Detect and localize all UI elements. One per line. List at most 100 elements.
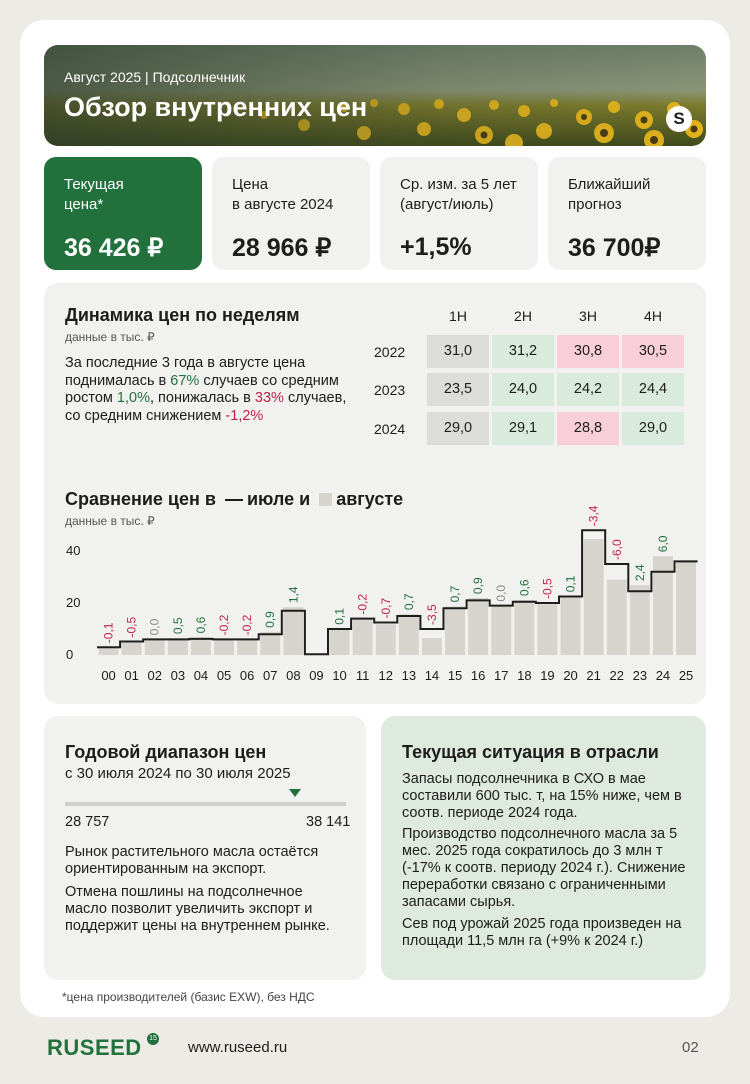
august-bar: [329, 628, 350, 655]
stat-card-five-year-change: Ср. изм. за 5 лет (август/июль) +1,5%: [380, 157, 538, 270]
august-bar: [144, 639, 165, 655]
x-tick-label: 17: [494, 668, 508, 683]
august-bar: [445, 606, 466, 655]
august-legend-box-icon: [319, 493, 333, 506]
x-tick-label: 00: [101, 668, 115, 683]
august-bar: [237, 639, 258, 655]
x-tick-label: 06: [240, 668, 254, 683]
x-tick-label: 21: [586, 668, 600, 683]
stat-card-current-price: Текущая цена* 36 426 ₽: [44, 157, 202, 270]
x-tick-label: 20: [563, 668, 577, 683]
y-tick-label: 0: [66, 647, 73, 662]
august-bar: [283, 607, 304, 655]
august-bar: [629, 585, 650, 655]
x-tick-label: 03: [171, 668, 185, 683]
x-tick-label: 08: [286, 668, 300, 683]
page-title: Обзор внутренних цен: [64, 92, 368, 122]
stat-label: Текущая цена*: [64, 176, 124, 213]
july-series-line: [97, 529, 698, 656]
x-tick-label: 18: [517, 668, 531, 683]
stat-value: 28 966 ₽: [232, 234, 332, 262]
x-tick-label: 10: [332, 668, 346, 683]
change-data-label: 1,4: [286, 586, 300, 603]
august-bar: [583, 539, 604, 655]
comparison-title-text: Сравнение цен в: [65, 489, 216, 509]
range-paragraph-1: Рынок растительного масла остаётся ориен…: [65, 844, 319, 877]
change-data-label: 0,9: [263, 611, 277, 628]
range-period: с 30 июля 2024 по 30 июля 2025: [65, 765, 291, 782]
table-cell: 29,1: [492, 412, 554, 445]
change-data-label: 0,6: [194, 616, 208, 633]
summary-text: случаев, со средним снижением: [65, 390, 347, 424]
august-bar: [260, 631, 281, 655]
stat-label: Ближайший прогноз: [568, 176, 651, 213]
july-legend-label: июле и: [246, 489, 311, 509]
stat-card-forecast: Ближайший прогноз 36 700₽: [548, 157, 706, 270]
price-comparison-chart: 0 20 40 00 -0,1 01 -0,5 02 0,0 03 0,5 04 0,6 05 -0,2 06…: [66, 505, 698, 683]
weekly-title: Динамика цен по неделям: [65, 305, 300, 325]
august-bar: [468, 598, 489, 655]
table-cell: 29,0: [427, 412, 489, 445]
table-cell: 30,5: [622, 335, 684, 368]
brand-mark-icon: 15: [147, 1033, 159, 1045]
situation-title: Текущая ситуация в отрасли: [402, 742, 659, 762]
august-bar: [514, 600, 535, 655]
range-bar: [65, 802, 346, 806]
x-tick-label: 16: [471, 668, 485, 683]
change-data-label: 0,5: [171, 617, 185, 634]
week-header: 1Н: [449, 308, 467, 324]
august-bar: [98, 647, 119, 655]
avg-down-value: -1,2%: [225, 407, 264, 424]
weekly-summary: За последние 3 года в августе цена подни…: [65, 355, 355, 425]
change-data-label: 0,1: [333, 608, 347, 625]
table-cell: 24,4: [622, 373, 684, 406]
industry-situation-panel: Текущая ситуация в отрасли Запасы подсол…: [381, 716, 706, 980]
change-data-label: -0,2: [356, 594, 370, 615]
august-bar: [352, 619, 373, 655]
situation-paragraph-3: Сев под урожай 2025 года произведен на п…: [402, 916, 682, 949]
brand-badge-icon: S: [666, 106, 692, 132]
stat-value: 36 426 ₽: [64, 234, 164, 262]
change-data-label: -0,5: [540, 578, 554, 599]
x-tick-label: 07: [263, 668, 277, 683]
august-legend-label: августе: [336, 489, 404, 509]
change-data-label: 0,9: [471, 577, 485, 594]
table-cell: 24,0: [492, 373, 554, 406]
year-label: 2024: [374, 421, 406, 437]
august-bar: [375, 624, 396, 655]
change-data-label: 6,0: [656, 535, 670, 552]
stat-value: +1,5%: [400, 233, 472, 261]
change-data-label: -3,5: [425, 604, 439, 625]
website-link[interactable]: www.ruseed.ru: [188, 1039, 288, 1056]
year-label: 2022: [374, 344, 406, 360]
august-bar: [421, 638, 442, 655]
august-bar: [214, 639, 235, 655]
x-tick-label: 14: [425, 668, 439, 683]
change-data-label: 2,4: [633, 564, 647, 581]
table-cell: 31,2: [492, 335, 554, 368]
annual-range-panel: Годовой диапазон цен с 30 июля 2024 по 3…: [44, 716, 366, 980]
table-cell: 23,5: [427, 373, 489, 406]
comparison-subtitle: данные в тыс. ₽: [65, 514, 155, 528]
situation-paragraph-2: Производство подсолнечного масла за 5 ме…: [402, 826, 686, 910]
change-data-label: -0,7: [379, 597, 393, 618]
august-bar: [190, 637, 211, 655]
august-bar: [560, 596, 581, 655]
week-header: 2Н: [514, 308, 532, 324]
stat-label: Ср. изм. за 5 лет (август/июль): [400, 176, 517, 213]
change-data-label: 0,0: [148, 618, 162, 635]
avg-up-value: 1,0%: [116, 390, 150, 406]
hero-banner: Август 2025 | Подсолнечник Обзор внутрен…: [44, 45, 706, 146]
price-dynamics-panel: Динамика цен по неделям данные в тыс. ₽ …: [44, 283, 706, 704]
x-tick-label: 22: [610, 668, 624, 683]
summary-text: За последние 3 года в августе цена подни…: [65, 355, 306, 389]
range-paragraph-2: Отмена пошлины на подсолнечное масло поз…: [65, 884, 330, 934]
change-data-label: -6,0: [610, 539, 624, 560]
week-header: 3Н: [579, 308, 597, 324]
summary-text: , понижалась в: [149, 390, 255, 406]
y-tick-label: 20: [66, 595, 80, 610]
weekly-subtitle: данные в тыс. ₽: [65, 330, 155, 344]
report-kicker: Август 2025 | Подсолнечник: [64, 69, 246, 85]
brand-logo[interactable]: RUSEED: [47, 1035, 142, 1060]
footnote: *цена производителей (базис EXW), без НД…: [62, 990, 315, 1004]
